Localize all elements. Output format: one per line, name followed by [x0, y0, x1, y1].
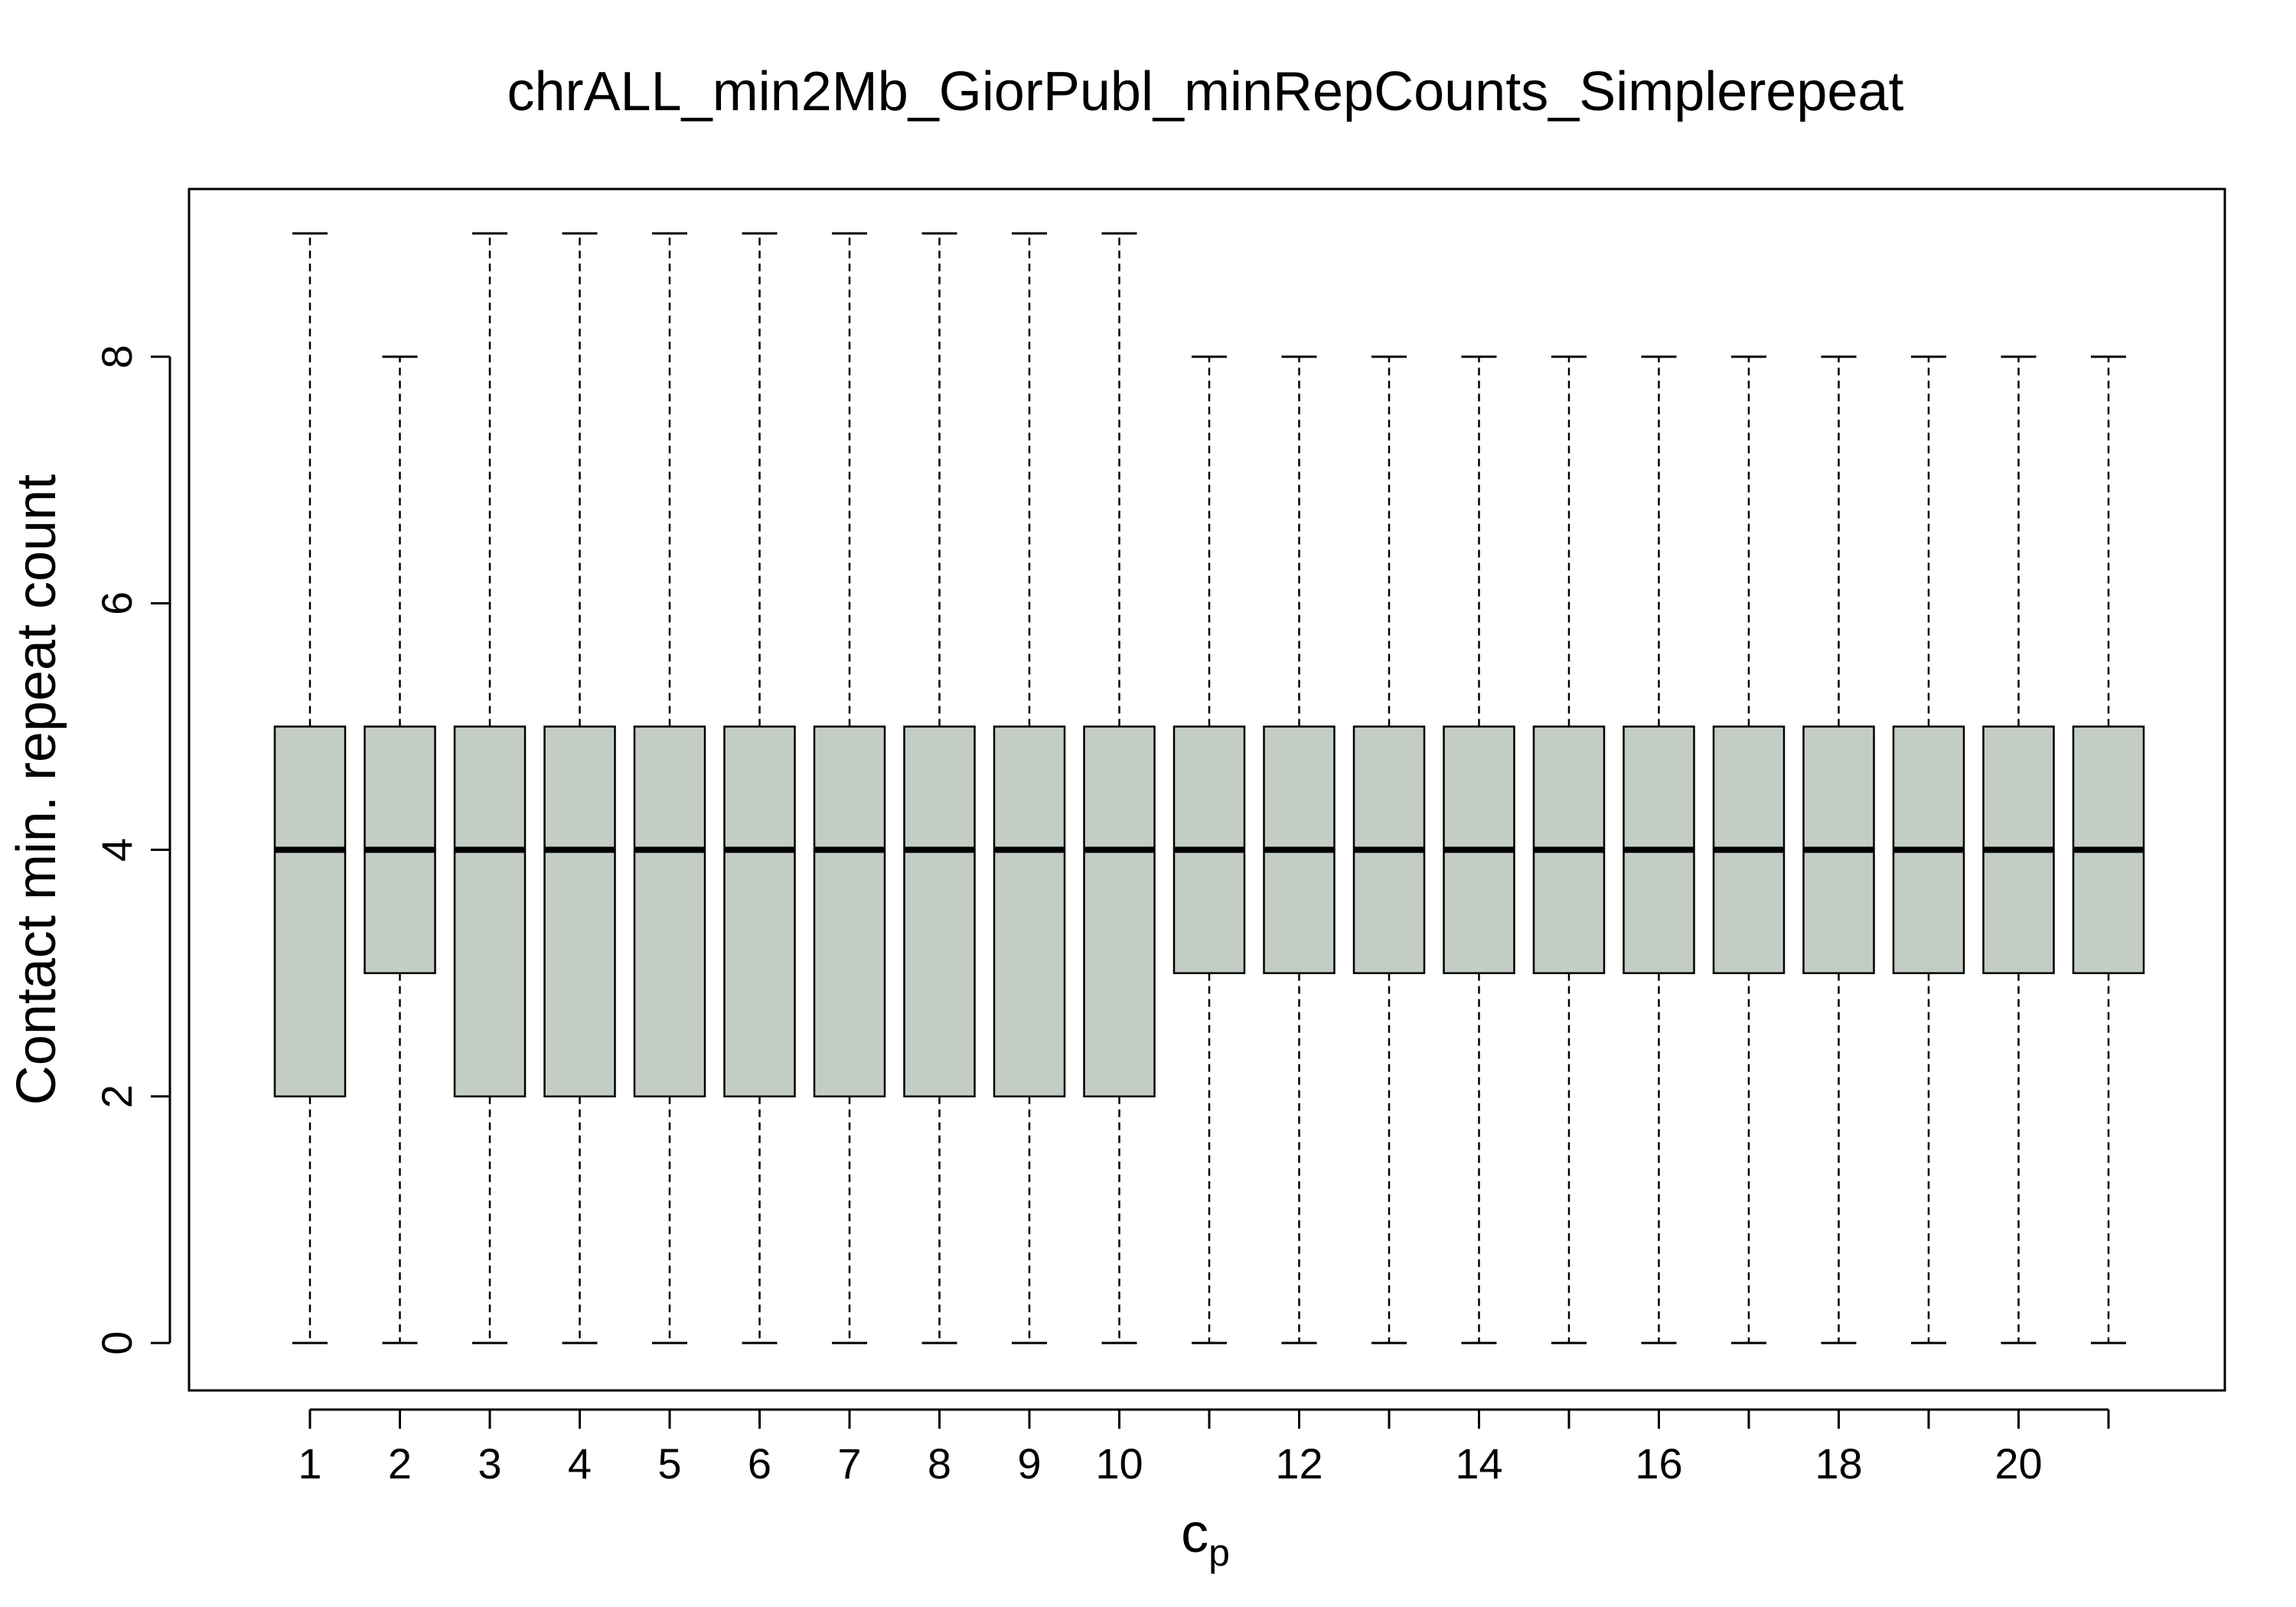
x-tick-label: 8: [928, 1439, 951, 1488]
box-body: [1083, 725, 1156, 1098]
y-tick-label: 2: [93, 1084, 141, 1108]
box-7: [813, 232, 886, 1345]
box-15: [1532, 355, 1606, 1345]
x-tick-label: 6: [748, 1439, 771, 1488]
x-axis-label-subscript: p: [1208, 1531, 1230, 1574]
x-axis-label: cp: [1181, 1503, 1230, 1574]
x-tick-label: 9: [1017, 1439, 1041, 1488]
box-12: [1263, 355, 1336, 1345]
box-5: [633, 232, 706, 1345]
x-tick-label: 5: [657, 1439, 681, 1488]
x-tick-label: 12: [1275, 1439, 1322, 1488]
x-tick-label: 2: [388, 1439, 412, 1488]
x-tick-label: 20: [1994, 1439, 2042, 1488]
box-1: [273, 232, 347, 1345]
box-4: [543, 232, 616, 1345]
box-10: [1083, 232, 1156, 1345]
box-group: [273, 232, 2145, 1345]
x-tick-label: 18: [1815, 1439, 1862, 1488]
y-tick-label: 8: [93, 345, 141, 369]
box-13: [1352, 355, 1426, 1345]
box-14: [1443, 355, 1515, 1345]
x-tick-label: 14: [1455, 1439, 1502, 1488]
x-tick-label: 4: [568, 1439, 592, 1488]
x-tick-label: 1: [298, 1439, 321, 1488]
plot-frame: [188, 187, 2226, 1392]
x-tick-label: 3: [478, 1439, 501, 1488]
y-tick-label: 4: [93, 838, 141, 862]
box-body: [273, 725, 347, 1098]
box-18: [1802, 355, 1875, 1345]
box-body: [723, 725, 796, 1098]
box-body: [633, 725, 706, 1098]
box-body: [453, 725, 527, 1098]
box-11: [1172, 355, 1246, 1345]
box-8: [903, 232, 976, 1345]
chart-title: chrALL_min2Mb_GiorPubl_minRepCounts_Simp…: [507, 61, 1904, 122]
y-axis-label: Contact min. repeat count: [6, 474, 67, 1105]
box-6: [723, 232, 796, 1345]
x-axis: 1 2 3 4 5 6 7 8 9 10 12 14 16 18 20: [298, 1408, 2110, 1488]
box-body: [993, 725, 1066, 1098]
x-tick-label: 10: [1095, 1439, 1143, 1488]
box-body: [813, 725, 886, 1098]
box-21: [2072, 355, 2145, 1345]
box-2: [364, 355, 436, 1345]
box-3: [453, 232, 527, 1345]
box-body: [903, 725, 976, 1098]
y-axis: 0 2 4 6 8: [93, 345, 171, 1355]
x-axis-label-main: c: [1181, 1503, 1208, 1564]
box-19: [1892, 355, 1965, 1345]
box-16: [1623, 355, 1695, 1345]
box-body: [543, 725, 616, 1098]
box-20: [1982, 355, 2055, 1345]
x-tick-label: 7: [837, 1439, 861, 1488]
y-tick-label: 6: [93, 592, 141, 615]
box-17: [1712, 355, 1786, 1345]
box-9: [993, 232, 1066, 1345]
x-tick-label: 16: [1635, 1439, 1682, 1488]
y-tick-label: 0: [93, 1331, 141, 1354]
